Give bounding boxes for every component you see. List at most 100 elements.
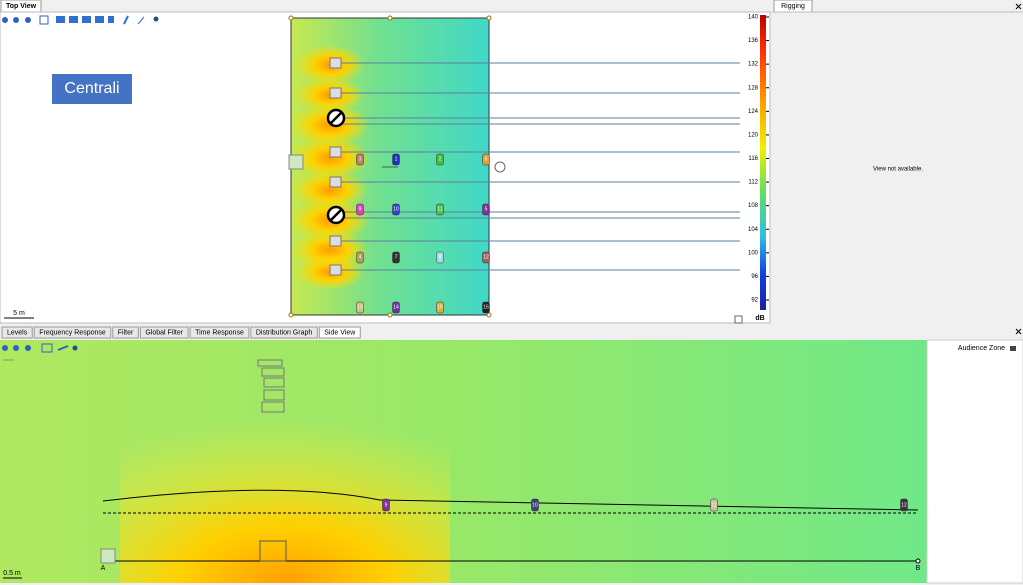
toggle[interactable] xyxy=(734,315,743,324)
mic[interactable] xyxy=(482,203,490,216)
tab-shape[interactable] xyxy=(250,326,318,339)
point-label: A xyxy=(101,565,106,572)
point-label: B xyxy=(916,565,921,572)
tab[interactable]: Side View xyxy=(318,326,361,339)
mic-label: 8 xyxy=(439,254,442,260)
mic[interactable] xyxy=(436,203,444,216)
toolbar xyxy=(2,15,159,25)
tick-label: 104 xyxy=(748,227,759,233)
zone-panel xyxy=(926,339,1023,584)
side-view xyxy=(0,340,927,583)
mic[interactable] xyxy=(482,251,490,264)
tick-label: 96 xyxy=(751,274,758,280)
mic-label: 2 xyxy=(439,156,442,162)
mic[interactable] xyxy=(531,498,539,512)
mic-label: 1 xyxy=(395,156,398,162)
mic-label: 13 xyxy=(357,304,363,310)
tick-label: 100 xyxy=(748,250,759,256)
mic[interactable] xyxy=(436,153,444,166)
mic-label: 16 xyxy=(483,304,489,310)
tab-label: Global Filter xyxy=(145,329,183,336)
rigging-panel xyxy=(772,0,1023,323)
mic-label: 5 xyxy=(485,206,488,212)
mic[interactable] xyxy=(436,251,444,264)
mic[interactable] xyxy=(356,251,364,264)
tick-label: 124 xyxy=(748,109,759,115)
color-scale: 140 136 132 128 124 120 116 112 108 104 100 96 92 xyxy=(748,15,769,304)
tab-label: Top View xyxy=(6,3,37,10)
tab[interactable]: Filter xyxy=(112,326,139,339)
mic-label: 3 xyxy=(359,156,362,162)
tab[interactable]: Time Response xyxy=(189,326,250,339)
close-button[interactable] xyxy=(1015,3,1022,10)
tab-label: Rigging xyxy=(781,3,805,10)
mic[interactable] xyxy=(356,203,364,216)
tab[interactable]: Frequency Response xyxy=(33,326,112,339)
tab-shape[interactable] xyxy=(112,326,139,339)
speakers xyxy=(288,57,342,276)
mic-label: 9 xyxy=(385,502,388,508)
color-bar xyxy=(760,15,766,310)
mic[interactable] xyxy=(392,203,400,216)
tab-shape[interactable] xyxy=(139,326,189,339)
tick-label: 108 xyxy=(748,203,759,209)
tick-label: 92 xyxy=(751,298,758,304)
mic[interactable] xyxy=(482,153,490,166)
mic-label: 14 xyxy=(393,304,399,310)
mic[interactable] xyxy=(436,301,444,314)
mic-label: 4 xyxy=(359,254,362,260)
mic[interactable] xyxy=(710,498,718,512)
mic[interactable] xyxy=(356,301,364,314)
tab-bar: Levels Frequency Response Filter Global Fil… xyxy=(1,326,361,339)
mic[interactable] xyxy=(356,153,364,166)
mic[interactable] xyxy=(382,498,390,512)
label-box xyxy=(52,74,132,104)
mic-label: 11 xyxy=(711,502,716,508)
mic-label: 7 xyxy=(395,254,398,260)
mic[interactable] xyxy=(392,301,400,314)
tab-shape[interactable] xyxy=(318,326,361,339)
mic[interactable] xyxy=(900,498,908,512)
tab-label: Distribution Graph xyxy=(256,329,313,336)
speaker-lines xyxy=(340,62,740,271)
tab-label: Levels xyxy=(7,329,28,336)
close-button[interactable] xyxy=(1015,328,1022,335)
tab[interactable]: Levels xyxy=(1,326,33,339)
tab-label: Time Response xyxy=(195,329,244,336)
tab-shape[interactable] xyxy=(1,326,33,339)
lock-icon[interactable] xyxy=(1010,346,1016,351)
tick-label: 132 xyxy=(748,62,759,68)
tick-label: 120 xyxy=(748,132,759,138)
tab-shape[interactable] xyxy=(33,326,112,339)
mic-label: 9 xyxy=(359,206,362,212)
scale-bar-label: 0.5 m xyxy=(3,570,21,577)
mic-label: 11 xyxy=(437,206,442,212)
message: View not available. xyxy=(873,167,923,173)
tab[interactable]: Global Filter xyxy=(139,326,189,339)
tick-label: 136 xyxy=(748,38,759,44)
side-mic-group: 9 10 11 12 xyxy=(382,498,908,512)
mic-label: 15 xyxy=(437,304,443,310)
mic-label: 10 xyxy=(393,206,399,212)
tab-label: Side View xyxy=(324,329,356,336)
mic-label: 12 xyxy=(483,254,489,260)
tab-shape[interactable] xyxy=(189,326,250,339)
mic[interactable] xyxy=(392,251,400,264)
mic-label: 10 xyxy=(532,502,538,508)
mic[interactable] xyxy=(482,301,490,314)
muted-icons xyxy=(326,108,506,225)
tick-label: 128 xyxy=(748,85,759,91)
tab-label: Frequency Response xyxy=(39,329,106,336)
tick-label: 116 xyxy=(748,156,758,162)
mic-label: 12 xyxy=(901,502,907,508)
zone-title: Audience Zone xyxy=(958,345,1005,352)
heatmap xyxy=(288,15,492,318)
mic-label: 6 xyxy=(485,156,488,162)
mic[interactable] xyxy=(392,153,400,166)
tab[interactable]: Distribution Graph xyxy=(250,326,318,339)
unit-label: dB xyxy=(755,315,764,322)
tab-label: Filter xyxy=(118,329,134,336)
